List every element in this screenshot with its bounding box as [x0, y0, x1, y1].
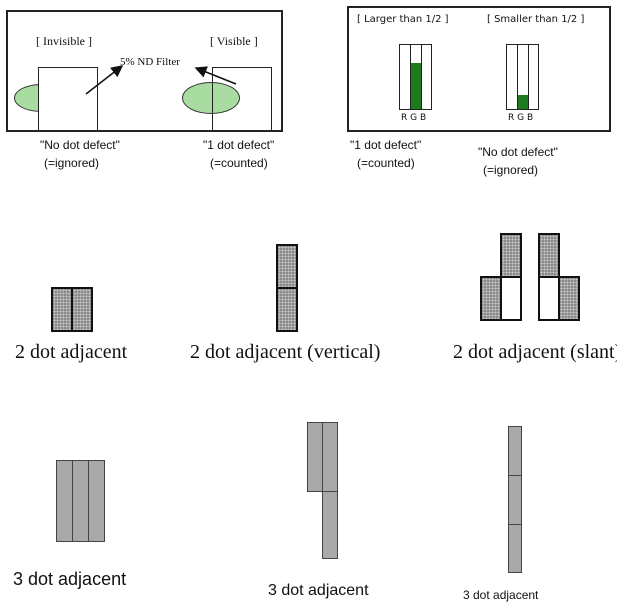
visibility-panel: [ Invisible ] [ Visible ] 5% ND Filter: [6, 10, 283, 132]
dot-pixel: [500, 233, 522, 278]
dot-pixel: [558, 276, 580, 321]
tl-caption-left-2: (=ignored): [44, 156, 100, 170]
dot-pixel: [307, 422, 323, 492]
smaller-label: [ Smaller than 1/2 ]: [487, 14, 585, 25]
label-3-dot-adjacent-1: 3 dot adjacent: [13, 569, 127, 589]
dot-pixel: [276, 244, 298, 289]
empty-pixel: [500, 276, 522, 321]
dot-pixel: [88, 460, 105, 542]
label-3-dot-adjacent-3: 3 dot adjacent: [463, 588, 539, 602]
rgb-label-left: R G B: [401, 113, 427, 123]
tr-caption-right-2: (=ignored): [483, 163, 539, 177]
subpixel-panel: [ Larger than 1/2 ] [ Smaller than 1/2 ]…: [347, 6, 611, 132]
dot-pixel: [276, 287, 298, 332]
defect-fill-large: [411, 63, 421, 109]
filter-square-right: [212, 67, 272, 131]
dot-pixel: [508, 524, 522, 573]
dot-pixel: [538, 233, 560, 278]
label-2-dot-adjacent-slant: 2 dot adjacent (slant): [453, 341, 617, 363]
visible-label: [ Visible ]: [210, 34, 258, 48]
dot-pixel: [322, 422, 338, 492]
invisible-label: [ Invisible ]: [36, 34, 92, 48]
filter-square-left: [38, 67, 98, 131]
tl-caption-right-1: "1 dot defect": [203, 138, 275, 152]
light-spot-right: [182, 82, 240, 114]
dot-pixel: [71, 287, 93, 332]
dot-pixel: [72, 460, 89, 542]
subpixel-cell-large: [399, 44, 432, 110]
defect-fill-small: [518, 95, 528, 109]
label-2-dot-adjacent-vertical: 2 dot adjacent (vertical): [190, 341, 381, 363]
tr-caption-right-1: "No dot defect": [478, 145, 558, 159]
dot-pixel: [508, 475, 522, 525]
nd-filter-label: 5% ND Filter: [120, 56, 180, 68]
empty-pixel: [538, 276, 560, 321]
dot-pixel: [480, 276, 502, 321]
dot-pixel: [508, 426, 522, 476]
label-2-dot-adjacent: 2 dot adjacent: [15, 341, 128, 363]
label-3-dot-adjacent-2: 3 dot adjacent: [268, 582, 369, 599]
tr-caption-left-2: (=counted): [357, 156, 415, 170]
tl-caption-right-2: (=counted): [210, 156, 268, 170]
tr-caption-left-1: "1 dot defect": [350, 138, 422, 152]
tl-caption-left-1: "No dot defect": [40, 138, 120, 152]
larger-label: [ Larger than 1/2 ]: [357, 14, 449, 25]
rgb-label-right: R G B: [508, 113, 534, 123]
dot-pixel: [51, 287, 73, 332]
dot-pixel: [56, 460, 73, 542]
arrow-icons: [85, 65, 237, 95]
dot-pixel: [322, 491, 338, 559]
subpixel-cell-small: [506, 44, 539, 110]
